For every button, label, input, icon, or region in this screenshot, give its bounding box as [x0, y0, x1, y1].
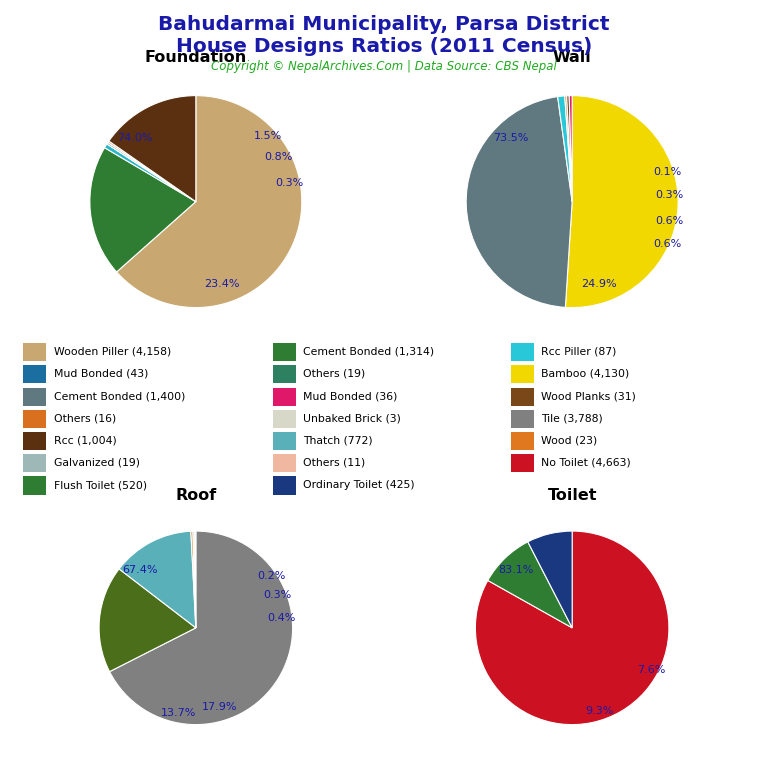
Wedge shape	[466, 97, 572, 307]
Wedge shape	[104, 144, 196, 202]
Title: Wall: Wall	[553, 50, 591, 65]
Text: Wood (23): Wood (23)	[541, 435, 598, 445]
Text: 0.8%: 0.8%	[264, 152, 293, 162]
Text: Others (16): Others (16)	[54, 413, 116, 423]
Wedge shape	[119, 531, 196, 628]
Text: Flush Toilet (520): Flush Toilet (520)	[54, 480, 147, 490]
Wedge shape	[567, 96, 572, 202]
Text: 0.6%: 0.6%	[656, 216, 684, 226]
Bar	[511, 343, 534, 361]
Text: Others (19): Others (19)	[303, 369, 366, 379]
Wedge shape	[558, 96, 572, 202]
Bar	[511, 366, 534, 383]
Bar	[273, 343, 296, 361]
Bar	[511, 410, 534, 428]
Text: Bamboo (4,130): Bamboo (4,130)	[541, 369, 630, 379]
Bar	[273, 476, 296, 495]
Text: Others (11): Others (11)	[303, 458, 366, 468]
Text: 0.3%: 0.3%	[275, 177, 303, 187]
Bar	[273, 454, 296, 472]
Text: 24.9%: 24.9%	[581, 280, 617, 290]
Wedge shape	[191, 531, 196, 628]
Text: Wooden Piller (4,158): Wooden Piller (4,158)	[54, 346, 171, 357]
Bar	[273, 432, 296, 450]
Text: Mud Bonded (36): Mud Bonded (36)	[303, 391, 398, 401]
Bar	[273, 388, 296, 406]
Text: 17.9%: 17.9%	[202, 702, 238, 712]
Wedge shape	[99, 569, 196, 672]
Bar	[23, 388, 46, 406]
Title: Foundation: Foundation	[144, 50, 247, 65]
Text: 13.7%: 13.7%	[161, 708, 196, 718]
Text: Ordinary Toilet (425): Ordinary Toilet (425)	[303, 480, 415, 490]
Text: 83.1%: 83.1%	[498, 564, 534, 574]
Text: 74.0%: 74.0%	[117, 133, 152, 143]
Text: Copyright © NepalArchives.Com | Data Source: CBS Nepal: Copyright © NepalArchives.Com | Data Sou…	[211, 60, 557, 73]
Text: Bahudarmai Municipality, Parsa District: Bahudarmai Municipality, Parsa District	[158, 15, 610, 35]
Bar	[23, 343, 46, 361]
Bar	[23, 476, 46, 495]
Bar	[511, 388, 534, 406]
Text: 0.6%: 0.6%	[654, 239, 682, 249]
Text: 1.5%: 1.5%	[253, 131, 282, 141]
Text: No Toilet (4,663): No Toilet (4,663)	[541, 458, 631, 468]
Wedge shape	[117, 96, 302, 307]
Text: 0.2%: 0.2%	[257, 571, 286, 581]
Bar	[23, 432, 46, 450]
Wedge shape	[565, 96, 678, 307]
Text: 0.3%: 0.3%	[656, 190, 684, 200]
Text: Galvanized (19): Galvanized (19)	[54, 458, 140, 468]
Wedge shape	[90, 147, 196, 272]
Title: Roof: Roof	[175, 488, 217, 503]
Text: 73.5%: 73.5%	[493, 133, 528, 143]
Text: 23.4%: 23.4%	[204, 280, 240, 290]
Text: Mud Bonded (43): Mud Bonded (43)	[54, 369, 148, 379]
Text: Unbaked Brick (3): Unbaked Brick (3)	[303, 413, 401, 423]
Text: House Designs Ratios (2011 Census): House Designs Ratios (2011 Census)	[176, 37, 592, 56]
Wedge shape	[193, 531, 196, 628]
Wedge shape	[108, 141, 196, 202]
Bar	[273, 366, 296, 383]
Text: Rcc Piller (87): Rcc Piller (87)	[541, 346, 617, 357]
Text: 0.1%: 0.1%	[654, 167, 682, 177]
Text: 67.4%: 67.4%	[122, 564, 157, 574]
Text: Cement Bonded (1,400): Cement Bonded (1,400)	[54, 391, 185, 401]
Wedge shape	[107, 142, 196, 202]
Wedge shape	[488, 542, 572, 628]
Text: 0.3%: 0.3%	[263, 590, 291, 600]
Bar	[23, 454, 46, 472]
Text: Thatch (772): Thatch (772)	[303, 435, 373, 445]
Text: Cement Bonded (1,314): Cement Bonded (1,314)	[303, 346, 435, 357]
Title: Toilet: Toilet	[548, 488, 597, 503]
Wedge shape	[194, 531, 196, 628]
Wedge shape	[109, 96, 196, 202]
Text: Rcc (1,004): Rcc (1,004)	[54, 435, 117, 445]
Text: 9.3%: 9.3%	[585, 706, 614, 716]
Text: 7.6%: 7.6%	[637, 665, 666, 675]
Wedge shape	[569, 96, 572, 202]
Wedge shape	[564, 96, 572, 202]
Bar	[23, 410, 46, 428]
Wedge shape	[475, 531, 669, 724]
Text: Wood Planks (31): Wood Planks (31)	[541, 391, 637, 401]
Bar	[273, 410, 296, 428]
Text: Tile (3,788): Tile (3,788)	[541, 413, 603, 423]
Wedge shape	[528, 531, 572, 628]
Bar	[511, 454, 534, 472]
Bar	[511, 432, 534, 450]
Text: 0.4%: 0.4%	[266, 613, 295, 623]
Bar	[23, 366, 46, 383]
Wedge shape	[110, 531, 293, 724]
